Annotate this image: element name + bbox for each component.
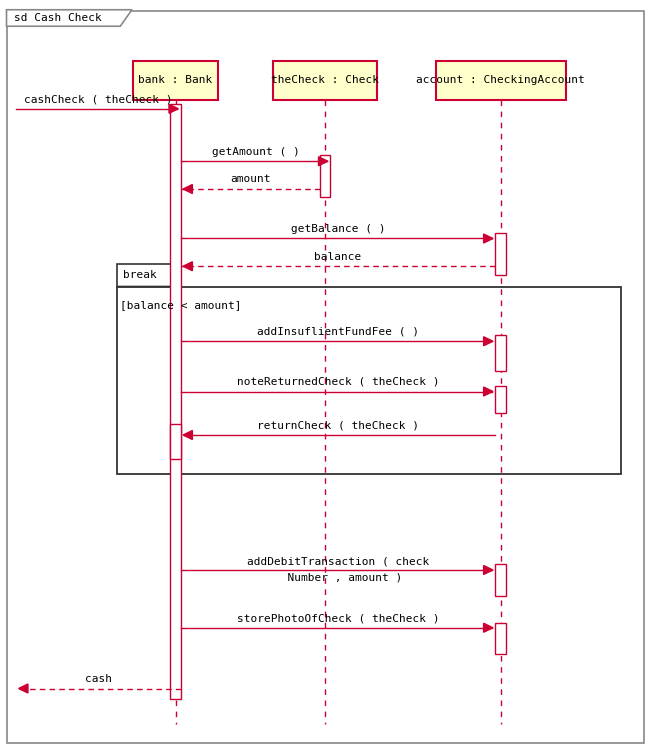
- Text: storePhotoOfCheck ( theCheck ): storePhotoOfCheck ( theCheck ): [237, 614, 439, 623]
- Bar: [495, 622, 506, 654]
- Text: Number , amount ): Number , amount ): [274, 573, 402, 583]
- Bar: [436, 61, 566, 100]
- FancyArrow shape: [484, 234, 493, 243]
- Polygon shape: [6, 10, 132, 26]
- Bar: [495, 564, 506, 596]
- Text: [balance < amount]: [balance < amount]: [120, 300, 242, 310]
- Text: cashCheck ( theCheck ): cashCheck ( theCheck ): [24, 94, 173, 104]
- Bar: [495, 386, 506, 412]
- FancyArrow shape: [484, 623, 493, 632]
- FancyArrow shape: [484, 387, 493, 396]
- FancyArrow shape: [183, 262, 192, 271]
- Text: addDebitTransaction ( check: addDebitTransaction ( check: [247, 556, 429, 566]
- Bar: [273, 61, 377, 100]
- FancyArrow shape: [183, 184, 192, 194]
- Text: cash: cash: [85, 674, 112, 684]
- Bar: [495, 232, 506, 275]
- FancyArrow shape: [318, 157, 328, 166]
- Text: bank : Bank: bank : Bank: [138, 75, 213, 86]
- Bar: [170, 104, 181, 699]
- Text: break: break: [124, 270, 157, 280]
- Text: sd Cash Check: sd Cash Check: [14, 13, 102, 23]
- Text: addInsuflientFundFee ( ): addInsuflientFundFee ( ): [257, 327, 419, 337]
- Text: theCheck : Check: theCheck : Check: [271, 75, 379, 86]
- Bar: [117, 286, 621, 474]
- Text: getAmount ( ): getAmount ( ): [212, 147, 300, 157]
- Text: balance: balance: [315, 252, 361, 262]
- Text: account : CheckingAccount: account : CheckingAccount: [416, 75, 585, 86]
- Text: getBalance ( ): getBalance ( ): [291, 224, 385, 234]
- Text: returnCheck ( theCheck ): returnCheck ( theCheck ): [257, 421, 419, 430]
- FancyArrow shape: [484, 566, 493, 574]
- Bar: [495, 335, 506, 371]
- Text: amount: amount: [230, 175, 270, 184]
- Bar: [133, 61, 218, 100]
- FancyArrow shape: [484, 337, 493, 346]
- FancyArrow shape: [183, 430, 192, 439]
- Bar: [170, 424, 181, 459]
- Text: noteReturnedCheck ( theCheck ): noteReturnedCheck ( theCheck ): [237, 377, 439, 387]
- Polygon shape: [117, 264, 181, 286]
- Bar: [320, 155, 330, 197]
- FancyArrow shape: [19, 684, 28, 693]
- FancyArrow shape: [169, 104, 178, 113]
